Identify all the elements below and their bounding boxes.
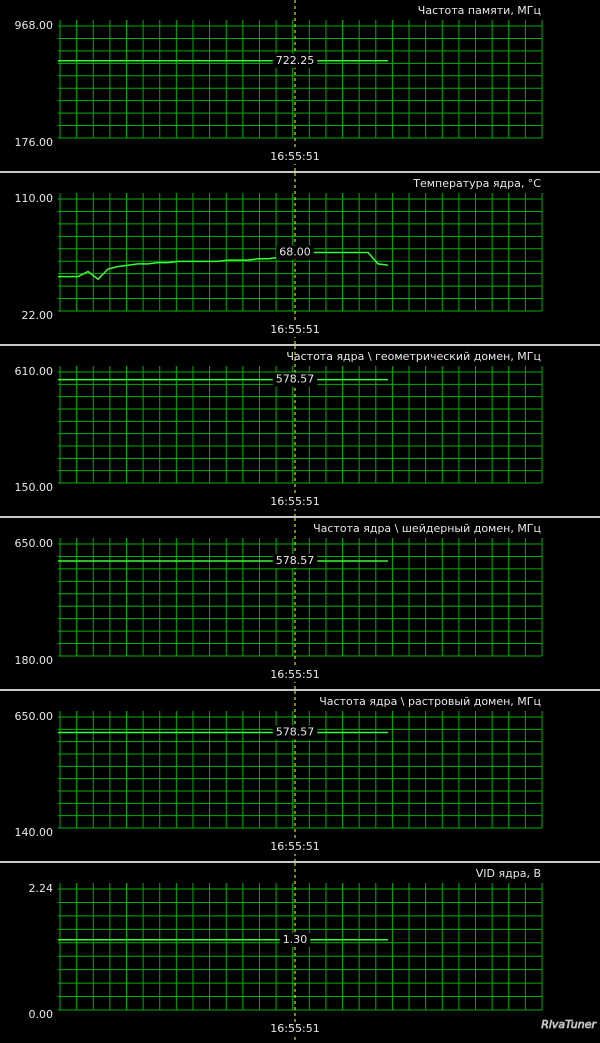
y-tick-label: 110.00 (15, 192, 54, 205)
divider (0, 516, 600, 518)
y-tick-label: 0.00 (29, 1008, 54, 1021)
value-label-bg (272, 554, 318, 569)
value-label-bg (272, 372, 318, 387)
time-label-bg (269, 668, 321, 682)
y-tick-label: 610.00 (15, 365, 54, 378)
y-tick-label: 2.24 (29, 882, 54, 895)
y-tick-label: 150.00 (15, 481, 54, 494)
current-value-label: 578.57 (276, 373, 315, 386)
cursor-time-label: 16:55:51 (270, 1022, 319, 1035)
time-label-bg (269, 495, 321, 509)
current-value-label: 722.25 (276, 54, 315, 67)
chart-title: Частота памяти, МГц (418, 4, 541, 17)
divider (0, 171, 600, 173)
cursor-time-label: 16:55:51 (270, 323, 319, 336)
divider (0, 344, 600, 346)
time-label-bg (269, 150, 321, 164)
time-label-bg (269, 840, 321, 854)
value-label-bg (279, 932, 311, 947)
chart-title: VID ядра, В (476, 867, 541, 880)
chart-title: Температура ядра, °C (412, 177, 541, 190)
value-label-bg (272, 53, 318, 68)
cursor-time-label: 16:55:51 (270, 495, 319, 508)
y-tick-label: 22.00 (22, 309, 54, 322)
chart-title: Частота ядра \ шейдерный домен, МГц (313, 522, 541, 535)
chart-title: Частота ядра \ растровый домен, МГц (319, 695, 541, 708)
current-value-label: 578.57 (276, 726, 315, 739)
cursor-time-label: 16:55:51 (270, 668, 319, 681)
y-tick-label: 968.00 (15, 19, 54, 32)
y-tick-label: 650.00 (15, 710, 54, 723)
current-value-label: 578.57 (276, 554, 315, 567)
time-label-bg (269, 323, 321, 337)
divider (0, 861, 600, 863)
divider (0, 689, 600, 691)
logo: RivaTuner (541, 1018, 597, 1031)
series-line (58, 251, 389, 281)
chart-title: Частота ядра \ геометрический домен, МГц (286, 350, 541, 363)
current-value-label: 1.30 (283, 933, 308, 946)
time-label-bg (269, 1022, 321, 1036)
value-label-bg (276, 245, 314, 260)
cursor-time-label: 16:55:51 (270, 150, 319, 163)
y-tick-label: 650.00 (15, 537, 54, 550)
value-label-bg (272, 725, 318, 740)
current-value-label: 68.00 (279, 245, 311, 258)
y-tick-label: 180.00 (15, 654, 54, 667)
cursor-time-label: 16:55:51 (270, 840, 319, 853)
y-tick-label: 176.00 (15, 136, 54, 149)
y-tick-label: 140.00 (15, 826, 54, 839)
